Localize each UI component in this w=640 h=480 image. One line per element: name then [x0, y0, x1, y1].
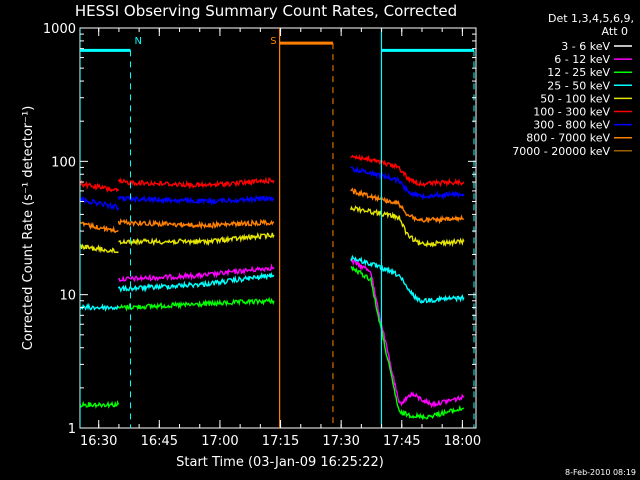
y-tick-label-2: 100: [51, 155, 76, 170]
plot-frame: [79, 27, 477, 429]
series-7-segment-2: [350, 187, 465, 225]
series-0-segment-1: [117, 319, 275, 339]
legend-title-line2: Att 0: [602, 25, 628, 38]
series-4-segment-1: [118, 231, 275, 247]
series-7: [80, 187, 465, 234]
x-tick-label-5: 17:45: [383, 434, 420, 449]
series-2-segment-1: [117, 296, 275, 312]
legend-label-2: 12 - 25 keV: [547, 66, 610, 79]
series-2-segment-0: [80, 400, 120, 409]
annotation-n: N: [135, 36, 142, 47]
plot-area: [80, 28, 475, 428]
y-tick-label-3: 1000: [43, 22, 76, 37]
x-tick-label-2: 17:00: [201, 434, 238, 449]
chart-title: HESSI Observing Summary Count Rates, Cor…: [75, 2, 457, 20]
legend-label-5: 100 - 300 keV: [533, 106, 610, 119]
legend-title-line1: Det 1,3,4,5,6,9,: [548, 12, 634, 25]
x-tick-label-3: 17:15: [262, 434, 299, 449]
legend-label-8: 7000 - 20000 keV: [512, 145, 610, 158]
x-axis-label: Start Time (03-Jan-09 16:25:22): [176, 455, 384, 470]
series-3-segment-2: [350, 254, 465, 304]
series-7-segment-0: [80, 221, 119, 234]
legend-label-7: 800 - 7000 keV: [526, 132, 610, 145]
series-2-segment-2: [350, 265, 465, 420]
series-1-segment-1: [350, 258, 465, 409]
legend-label-6: 300 - 800 keV: [533, 119, 610, 132]
legend-label-3: 25 - 50 keV: [547, 79, 610, 92]
series-3-segment-0: [80, 302, 119, 312]
series-2: [80, 265, 465, 420]
legend-label-0: 3 - 6 keV: [561, 40, 610, 53]
series-6-segment-2: [350, 165, 465, 201]
series-6-segment-0: [80, 195, 120, 212]
annotation-s: S: [270, 36, 276, 47]
y-tick-label-1: 10: [59, 289, 76, 304]
series-4-segment-2: [350, 205, 465, 248]
series-6-segment-1: [117, 194, 275, 207]
x-tick-label-0: 16:30: [80, 434, 117, 449]
x-tick-label-6: 18:00: [444, 434, 481, 449]
series-7-segment-1: [117, 217, 275, 230]
series-3-segment-1: [117, 271, 275, 293]
legend-label-4: 50 - 100 keV: [540, 92, 610, 105]
footer-timestamp: 8-Feb-2010 08:19: [565, 468, 636, 477]
legend-label-1: 6 - 12 keV: [554, 53, 610, 66]
series-5-segment-1: [117, 176, 275, 190]
series-3: [80, 254, 465, 312]
series-0: [117, 319, 275, 339]
series-5: [80, 154, 465, 193]
series-5-segment-2: [350, 154, 465, 188]
x-tick-label-4: 17:30: [322, 434, 359, 449]
series-1-segment-0: [118, 263, 275, 283]
x-tick-label-1: 16:45: [141, 434, 178, 449]
series-1: [118, 258, 465, 409]
series-5-segment-0: [80, 178, 120, 193]
series-4: [80, 205, 465, 254]
series-4-segment-0: [80, 243, 119, 254]
y-tick-label-0: 1: [68, 422, 76, 437]
series-6: [80, 165, 465, 212]
y-axis-label: Corrected Count Rate (s⁻¹ detector⁻¹): [21, 106, 36, 351]
